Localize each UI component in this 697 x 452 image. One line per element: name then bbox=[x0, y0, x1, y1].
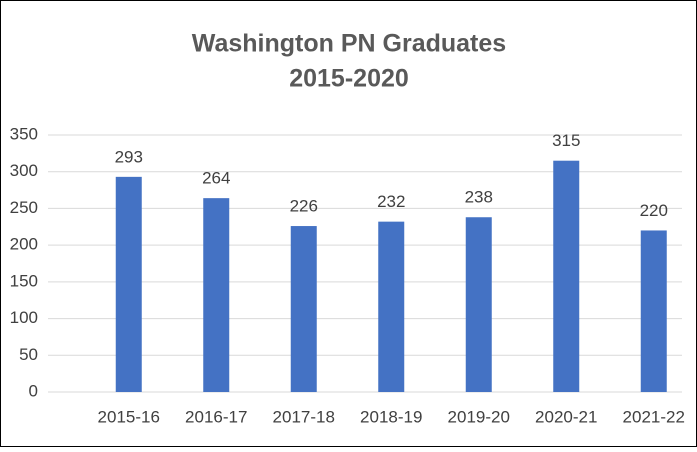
bar bbox=[203, 198, 230, 392]
data-label: 220 bbox=[640, 201, 668, 220]
data-label: 293 bbox=[115, 147, 143, 166]
bar bbox=[465, 217, 492, 392]
x-tick-label: 2015-16 bbox=[98, 407, 160, 426]
y-tick-label: 50 bbox=[19, 345, 38, 364]
x-tick-label: 2021-22 bbox=[623, 407, 685, 426]
bar bbox=[553, 160, 580, 392]
x-tick-label: 2020-21 bbox=[535, 407, 597, 426]
x-tick-label: 2019-20 bbox=[448, 407, 510, 426]
x-tick-label: 2016-17 bbox=[185, 407, 247, 426]
y-tick-label: 200 bbox=[10, 235, 38, 254]
y-tick-label: 150 bbox=[10, 271, 38, 290]
x-tick-label: 2017-18 bbox=[273, 407, 335, 426]
x-tick-label: 2018-19 bbox=[360, 407, 422, 426]
bar bbox=[115, 176, 142, 392]
data-label: 232 bbox=[377, 192, 405, 211]
data-label: 226 bbox=[290, 197, 318, 216]
bar bbox=[378, 221, 405, 392]
chart-title: 2015-2020 bbox=[289, 65, 409, 93]
y-tick-label: 350 bbox=[10, 124, 38, 143]
data-label: 238 bbox=[465, 188, 493, 207]
y-tick-label: 100 bbox=[10, 308, 38, 327]
y-tick-label: 300 bbox=[10, 161, 38, 180]
data-label: 315 bbox=[552, 131, 580, 150]
y-tick-label: 250 bbox=[10, 198, 38, 217]
y-tick-label: 0 bbox=[29, 381, 38, 400]
bar bbox=[290, 226, 317, 392]
bar bbox=[640, 230, 667, 392]
data-label: 264 bbox=[202, 169, 230, 188]
chart-title: Washington PN Graduates bbox=[192, 30, 506, 58]
